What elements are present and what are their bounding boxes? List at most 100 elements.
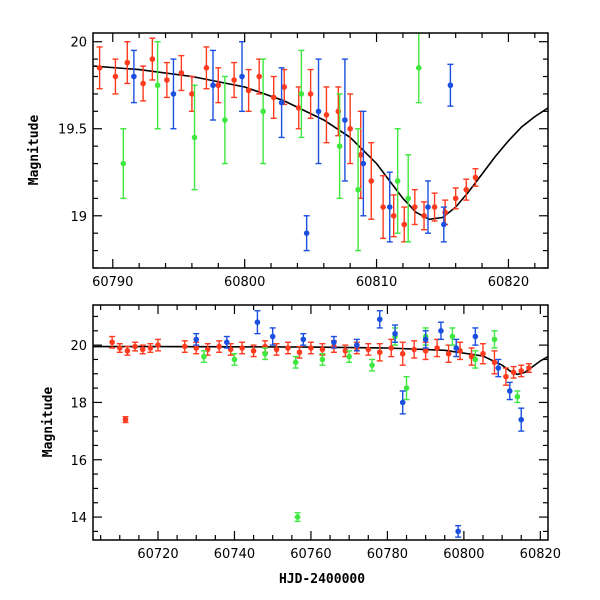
- bottom-red-point: [342, 348, 349, 354]
- bottom-red-point: [181, 343, 188, 350]
- top-blue-point: [170, 91, 177, 97]
- bottom-x-tick-label: 60740: [214, 547, 255, 562]
- top-blue-point: [342, 117, 348, 123]
- bottom-green-point: [292, 359, 299, 366]
- top-red-point: [281, 84, 288, 90]
- bottom-blue-point: [506, 388, 513, 394]
- bottom-red-point: [250, 348, 257, 354]
- bottom-green-point: [346, 353, 352, 360]
- top-blue-point: [447, 82, 454, 89]
- bottom-red-point: [411, 346, 417, 353]
- bottom-red-point: [239, 345, 245, 351]
- top-red-point: [245, 87, 252, 94]
- bottom-red-point: [193, 345, 200, 351]
- top-red-point: [357, 152, 364, 158]
- bottom-red-point: [445, 350, 452, 357]
- top-green-point: [260, 108, 266, 115]
- top-green-point: [154, 82, 161, 89]
- bottom-green-point: [294, 514, 301, 520]
- top-model-curve: [93, 65, 548, 221]
- top-red-point: [323, 112, 330, 118]
- top-x-tick-label: 60790: [92, 275, 133, 290]
- bottom-y-tick-label: 16: [70, 454, 87, 469]
- top-red-point: [149, 56, 156, 62]
- top-blue-point: [386, 204, 393, 210]
- bottom-red-point: [216, 343, 222, 350]
- bottom-panel: 60720 60740 60760 60780 60800 60820 14 16 18 20 M…: [41, 304, 561, 587]
- bottom-green-point: [491, 336, 498, 343]
- bottom-red-point: [365, 346, 372, 353]
- bottom-red-point: [422, 348, 429, 354]
- top-red-point: [295, 105, 302, 111]
- top-green-point: [191, 134, 198, 141]
- bottom-red-point: [526, 365, 532, 371]
- bottom-frame: [92, 304, 549, 541]
- bottom-green-point: [201, 353, 207, 360]
- bottom-blue-point: [453, 345, 460, 351]
- bottom-green-point: [403, 385, 410, 391]
- bottom-x-tick-label: 60760: [290, 547, 331, 562]
- bottom-blue-point: [392, 330, 398, 337]
- top-axes: 60790 60800 60810 60820 19 19.5 20: [58, 33, 548, 290]
- bottom-green-point: [514, 393, 521, 400]
- top-red-point: [380, 204, 386, 210]
- bottom-axes: 60720 60740 60760 60780 60800 60820 14 16 18 20: [70, 305, 561, 562]
- top-red-point: [307, 91, 314, 97]
- bottom-green-point: [319, 356, 326, 363]
- top-red-point: [215, 82, 222, 89]
- top-x-tick-label: 60800: [224, 275, 265, 290]
- bottom-red-point: [122, 416, 129, 423]
- top-x-tick-label: 60810: [356, 275, 397, 290]
- bottom-red-point: [399, 350, 406, 357]
- bottom-ylabel: Magnitude: [41, 387, 56, 458]
- top-blue-point: [303, 230, 310, 236]
- bottom-red-point: [491, 359, 498, 366]
- top-x-tick-label: 60820: [488, 275, 529, 290]
- bottom-x-tick-label: 60720: [137, 547, 178, 562]
- bottom-red-point: [376, 349, 383, 356]
- top-red-point: [270, 94, 277, 101]
- bottom-blue-point: [331, 339, 337, 346]
- top-green-point: [394, 178, 401, 184]
- top-red-point: [96, 65, 103, 71]
- bottom-red-point: [285, 345, 291, 351]
- bottom-red-point: [273, 346, 280, 353]
- bottom-plot-area: [93, 310, 548, 538]
- bottom-blue-point: [300, 336, 307, 343]
- top-y-tick-label: 19: [70, 210, 87, 225]
- top-red-point: [472, 174, 479, 181]
- top-red-point: [124, 59, 131, 66]
- top-green-point: [222, 117, 228, 123]
- top-red-point: [390, 212, 397, 219]
- bottom-blue-point: [399, 399, 406, 406]
- bottom-blue-point: [376, 316, 383, 323]
- bottom-red-point: [124, 348, 131, 354]
- top-red-point: [431, 204, 438, 210]
- top-ylabel: Magnitude: [27, 115, 42, 186]
- bottom-red-point: [155, 342, 161, 348]
- bottom-red-point: [147, 345, 154, 351]
- bottom-blue-point: [269, 333, 276, 340]
- bottom-y-tick-label: 18: [70, 396, 87, 411]
- bottom-red-point: [296, 349, 303, 356]
- top-red-point: [463, 186, 470, 193]
- top-red-point: [401, 221, 408, 228]
- top-blue-point: [360, 160, 367, 167]
- top-blue-point: [441, 221, 447, 228]
- bottom-green-point: [369, 362, 375, 368]
- top-green-point: [355, 186, 361, 193]
- bottom-red-point: [434, 345, 440, 351]
- top-green-point: [298, 91, 305, 97]
- bottom-red-point: [388, 345, 395, 351]
- top-red-point: [452, 195, 459, 202]
- bottom-x-tick-label: 60780: [367, 547, 408, 562]
- top-green-point: [336, 143, 343, 149]
- top-red-point: [140, 80, 146, 87]
- top-red-point: [231, 77, 237, 83]
- bottom-x-tick-label: 60800: [443, 547, 484, 562]
- top-blue-point: [425, 204, 431, 210]
- bottom-red-point: [308, 345, 314, 351]
- bottom-blue-point: [472, 333, 479, 340]
- top-y-tick-label: 19.5: [58, 123, 87, 138]
